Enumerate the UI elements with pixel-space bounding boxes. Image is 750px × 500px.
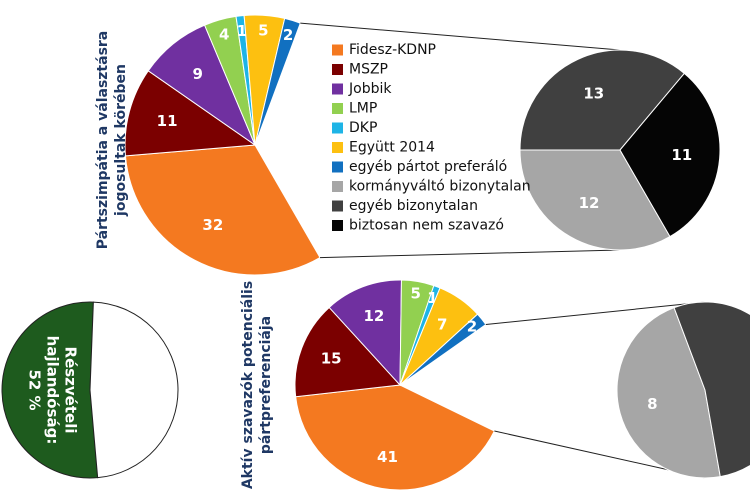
legend-swatch: [332, 220, 343, 231]
value-label: 7: [437, 315, 447, 333]
legend-swatch: [332, 83, 343, 95]
pie-slice: [294, 306, 402, 398]
value-label: 4: [219, 25, 229, 43]
value-label: 12: [579, 194, 600, 212]
secondary-slice: [619, 72, 721, 238]
legend-swatch: [332, 64, 343, 75]
value-label: 52 %: [26, 369, 44, 410]
legend-label: Fidesz-KDNP: [349, 42, 436, 58]
value-label: 1: [427, 289, 437, 307]
pie-slice: [328, 279, 402, 387]
pie-slice: [399, 313, 487, 386]
connector-line: [300, 22, 621, 51]
chart-title-line: jogosultak körében: [113, 64, 129, 217]
secondary-slice: [616, 306, 721, 479]
legend-swatch: [332, 103, 343, 114]
value-label: 5: [411, 284, 421, 302]
legend-label: LMP: [349, 101, 377, 117]
pie-slice: [124, 70, 257, 157]
chart-title-line: Aktív szavazók potenciális: [240, 281, 256, 489]
pie-label-line: Részvételi: [62, 347, 80, 434]
value-label: 32: [202, 216, 223, 234]
secondary-slice: [673, 301, 750, 478]
chart-title: Pártszimpátia a választásra jogosultak kö…: [95, 31, 129, 250]
chart-title-line: pártpreferenciája: [258, 316, 274, 454]
pie-slice: [124, 144, 321, 276]
pie-slice: [254, 17, 301, 146]
legend-label: egyéb bizonytalan: [349, 198, 478, 214]
legend-label: Együtt 2014: [349, 140, 435, 156]
value-label: 12: [363, 307, 384, 325]
pie-slice: [89, 301, 179, 479]
value-label: 2: [467, 318, 477, 336]
pie-label-line: hajlandóság:: [44, 336, 62, 445]
value-label: 2: [283, 26, 293, 44]
legend-label: egyéb pártot preferáló: [349, 159, 507, 175]
value-label: 5: [258, 21, 268, 39]
connector-line: [485, 301, 706, 325]
legend-label: DKP: [349, 120, 377, 136]
value-label: 13: [583, 84, 604, 102]
pie-slice: [1, 301, 99, 479]
pie-slice: [295, 384, 496, 491]
legend-swatch: [332, 142, 343, 153]
value-label: 9: [193, 65, 203, 83]
secondary-slice: [519, 49, 685, 151]
value-label: 15: [321, 350, 342, 368]
legend-label: biztosan nem szavazó: [349, 218, 504, 234]
value-label: 11: [157, 112, 178, 130]
legend-swatch: [332, 122, 343, 134]
value-label: 1: [237, 22, 247, 40]
legend-swatch: [332, 161, 343, 173]
value-label: 11: [671, 146, 692, 164]
legend-label: kormányváltó bizonytalan: [349, 179, 531, 195]
legend-label: Jobbik: [348, 81, 392, 97]
chart-title-line: Pártszimpátia a választásra: [95, 31, 111, 250]
legend-swatch: [332, 181, 343, 192]
value-label: 41: [377, 448, 398, 466]
connector-line: [319, 249, 621, 259]
secondary-slice: [519, 149, 671, 251]
legend-label: MSZP: [349, 62, 388, 78]
legend-swatch: [332, 44, 343, 56]
value-label: 8: [647, 395, 657, 413]
legend-swatch: [332, 200, 343, 212]
chart-title: Aktív szavazók potenciális pártpreferenci…: [240, 281, 274, 489]
